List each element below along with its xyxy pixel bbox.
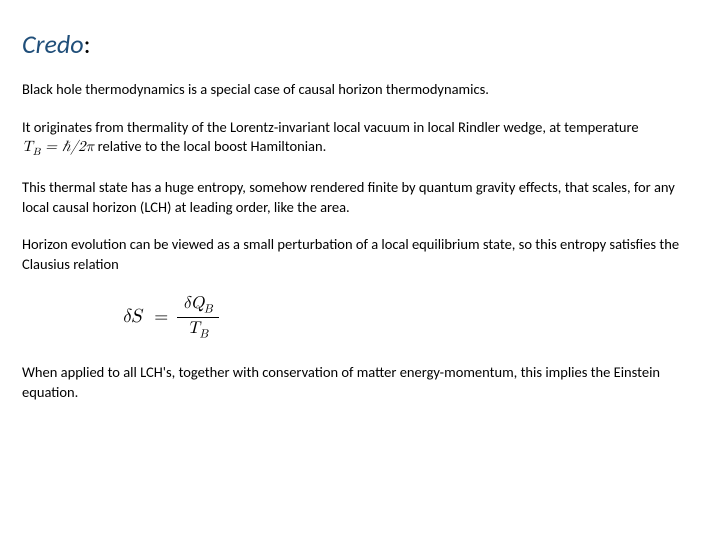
p2-text-a: It originates from thermality of the Lor…: [22, 118, 639, 136]
paragraph-2: It originates from thermality of the Lor…: [22, 118, 698, 161]
paragraph-5: When applied to all LCH's, together with…: [22, 363, 698, 402]
p2-text-b: relative to the local boost Hamiltonian.: [94, 137, 326, 155]
clausius-formula: δS = δQB TB: [122, 293, 698, 342]
slide-title: Credo:: [22, 28, 698, 60]
title-text: Credo: [22, 28, 84, 60]
formula-fraction: δQB TB: [177, 293, 219, 342]
paragraph-4: Horizon evolution can be viewed as a sma…: [22, 235, 698, 274]
inline-formula-temperature: TB = ℏ/2π: [22, 139, 94, 154]
paragraph-3: This thermal state has a huge entropy, s…: [22, 178, 698, 217]
formula-denominator: TB: [177, 318, 219, 341]
title-colon: :: [84, 28, 91, 60]
formula-eq: =: [154, 308, 168, 326]
formula-numerator: δQB: [177, 293, 219, 318]
formula-lhs: δS: [122, 307, 142, 326]
paragraph-1: Black hole thermodynamics is a special c…: [22, 80, 698, 100]
